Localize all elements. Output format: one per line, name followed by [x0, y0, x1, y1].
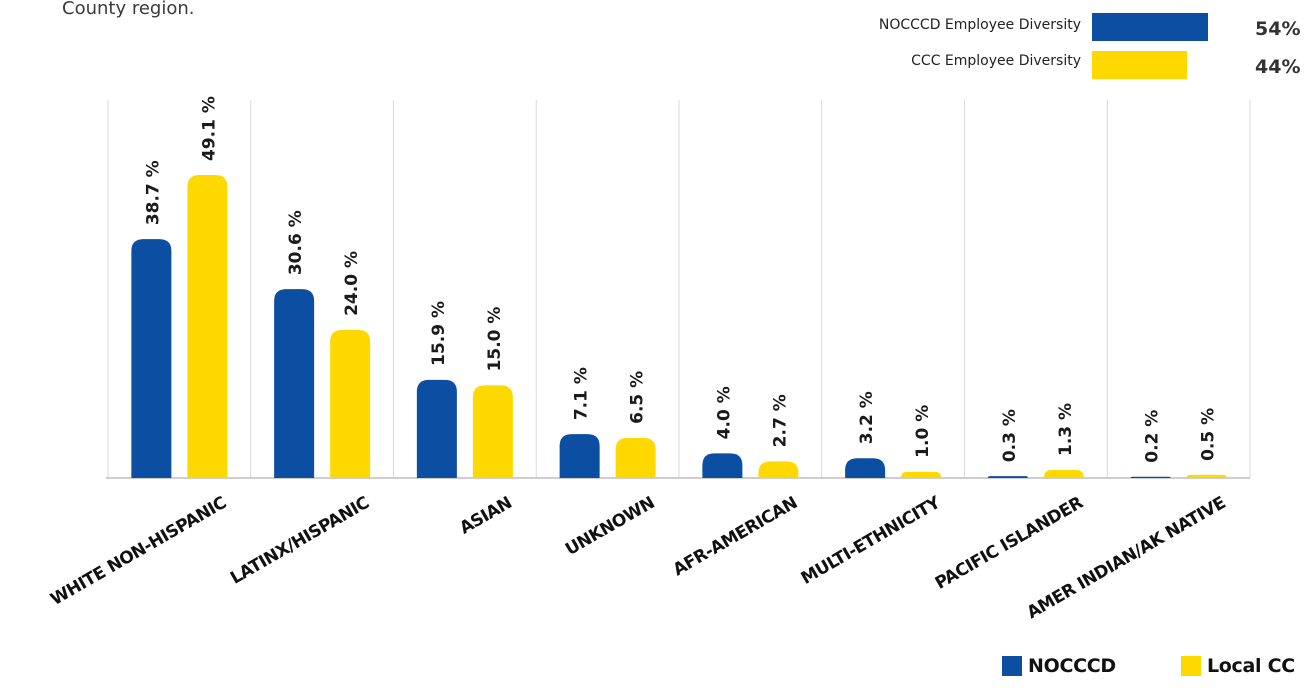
top-legend-label-nocccd: NOCCCD Employee Diversity [878, 17, 1081, 33]
data-label: 0.3 % [1000, 409, 1020, 462]
category-label: PACIFIC ISLANDER [932, 493, 1087, 594]
category-label: MULTI-ETHNICITY [798, 492, 945, 588]
top-legend-bar-ccc [1092, 51, 1187, 79]
bar-local-cc [758, 461, 799, 478]
top-legend-bar-nocccd [1092, 13, 1209, 41]
data-label: 6.5 % [628, 371, 648, 424]
data-label: 30.6 % [286, 210, 306, 275]
data-label: 24.0 % [342, 251, 362, 316]
legend-item-nocccd: NOCCCD [1002, 655, 1116, 677]
data-label: 4.0 % [714, 386, 734, 439]
top-legend-label-ccc: CCC Employee Diversity [911, 53, 1081, 69]
bar-local-cc [1043, 469, 1084, 478]
category-label: AFR-AMERICAN [670, 493, 801, 580]
data-label: 2.7 % [770, 394, 790, 447]
top-legend-percent-ccc: 44% [1255, 56, 1301, 78]
bar-local-cc [330, 329, 371, 478]
category-label: ASIAN [456, 493, 515, 539]
data-label: 15.9 % [429, 301, 449, 366]
data-label: 49.1 % [199, 96, 219, 161]
legend-item-local-cc: Local CC [1181, 655, 1295, 677]
intro-text: County region. [62, 0, 195, 19]
top-legend-row-ccc: CCC Employee Diversity 44% [800, 50, 1309, 80]
top-legend-percent-nocccd: 54% [1255, 18, 1301, 40]
data-label: 7.1 % [572, 367, 592, 420]
bar-nocccd [131, 239, 172, 478]
bar-nocccd [416, 379, 457, 478]
data-label: 0.5 % [1199, 408, 1219, 461]
bar-nocccd [987, 476, 1028, 478]
category-label: WHITE NON-HISPANIC [47, 493, 230, 610]
bar-local-cc [615, 437, 656, 478]
bar-nocccd [1130, 476, 1171, 478]
legend-swatch-local-cc [1181, 656, 1201, 676]
legend-swatch-nocccd [1002, 656, 1022, 676]
bar-nocccd [702, 453, 743, 478]
bar-local-cc [901, 471, 942, 478]
bar-local-cc [1186, 474, 1227, 478]
top-legend-row-nocccd: NOCCCD Employee Diversity 54% [800, 12, 1309, 42]
data-label: 1.3 % [1056, 403, 1076, 456]
bar-nocccd [274, 289, 315, 478]
data-label: 15.0 % [485, 307, 505, 372]
bar-local-cc [472, 385, 513, 478]
legend-label-local-cc: Local CC [1207, 655, 1295, 677]
data-label: 1.0 % [913, 405, 933, 458]
data-label: 38.7 % [143, 160, 163, 225]
bar-nocccd [845, 458, 886, 478]
bar-nocccd [559, 434, 600, 478]
category-label: LATINX/HISPANIC [227, 493, 373, 589]
legend-label-nocccd: NOCCCD [1028, 655, 1116, 677]
data-label: 3.2 % [857, 391, 877, 444]
bar-local-cc [187, 175, 228, 478]
category-label: UNKNOWN [562, 493, 658, 560]
data-label: 0.2 % [1143, 410, 1163, 463]
